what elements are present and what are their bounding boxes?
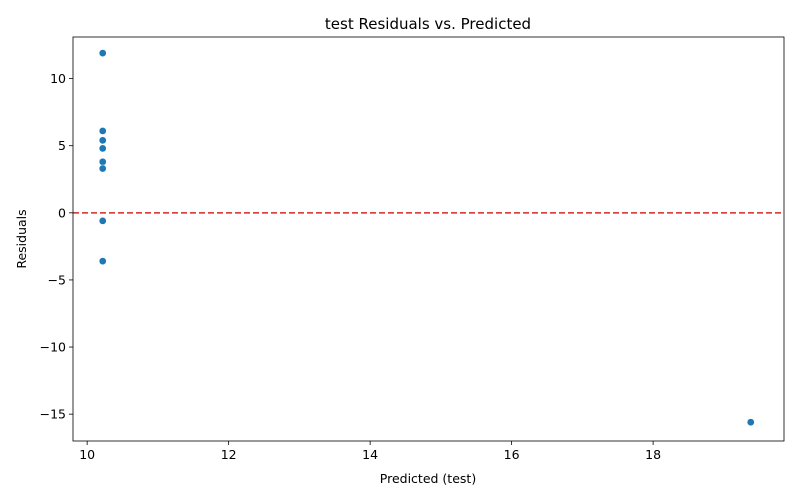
x-tick-label: 10 <box>79 447 95 462</box>
y-tick-label: −10 <box>40 340 66 355</box>
plot-area <box>73 49 784 427</box>
x-tick-label: 18 <box>645 447 661 462</box>
y-axis-label: Residuals <box>14 209 29 268</box>
data-point <box>746 418 755 427</box>
x-axis-label: Predicted (test) <box>380 471 476 486</box>
data-point <box>98 257 107 265</box>
y-tick-label: 10 <box>50 71 66 86</box>
x-axis-ticks: 10 12 14 16 18 <box>79 441 661 462</box>
plot-frame <box>72 36 785 442</box>
x-tick-label: 14 <box>362 447 378 462</box>
data-point <box>98 127 107 135</box>
y-tick-label: 0 <box>58 205 66 220</box>
y-axis-ticks: −15 −10 −5 0 5 10 <box>40 71 73 422</box>
data-point <box>98 217 107 225</box>
y-tick-label: 5 <box>58 138 66 153</box>
data-point <box>98 136 107 145</box>
x-tick-label: 16 <box>504 447 520 462</box>
x-tick-label: 12 <box>221 447 237 462</box>
data-point <box>98 144 107 153</box>
chart-title: test Residuals vs. Predicted <box>325 15 531 33</box>
y-tick-label: −5 <box>48 272 66 287</box>
data-point <box>98 49 107 57</box>
data-point <box>98 164 107 173</box>
data-point <box>98 157 107 166</box>
y-tick-label: −15 <box>40 407 66 422</box>
